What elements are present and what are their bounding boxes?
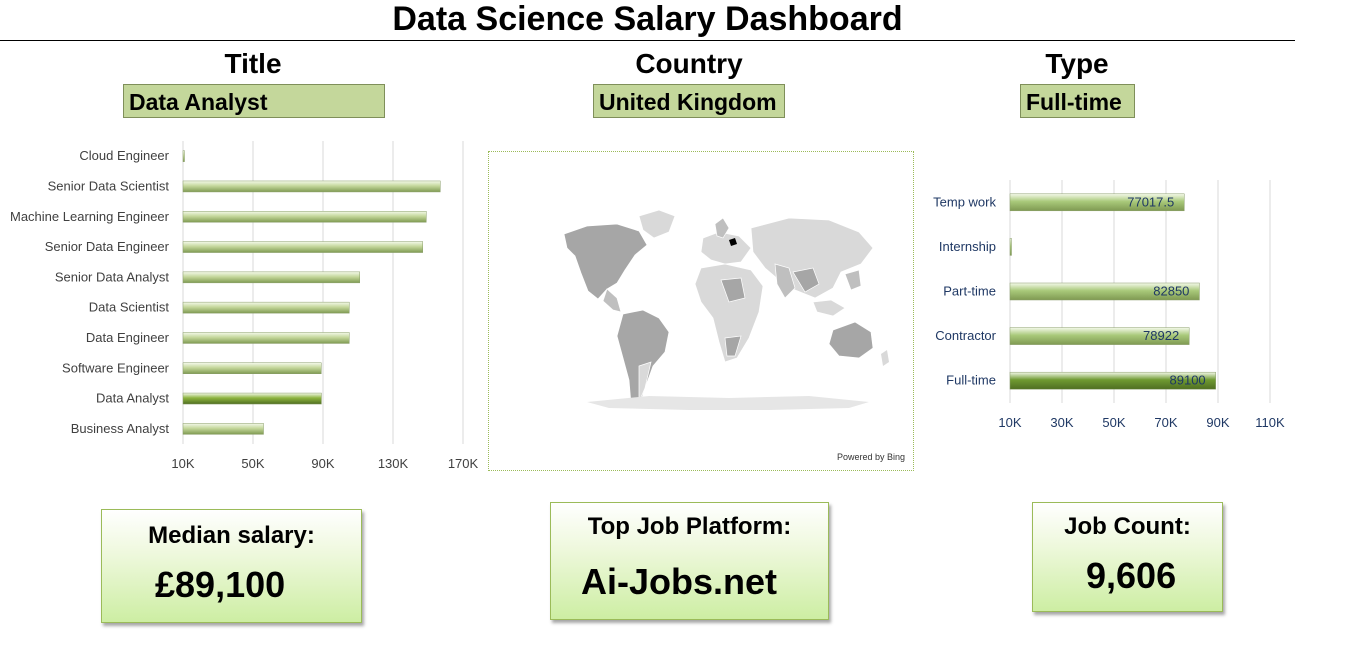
category-label: Contractor: [935, 328, 996, 343]
x-tick-label: 110K: [1255, 415, 1285, 430]
asia-shape: [750, 217, 874, 317]
bar: [1009, 371, 1216, 390]
type-filter-select[interactable]: Full-time: [1020, 84, 1135, 118]
median-salary-value: £89,100: [155, 564, 286, 605]
category-label: Machine Learning Engineer: [10, 209, 170, 224]
median-salary-label: Median salary:: [148, 522, 315, 549]
europe-shape: [700, 217, 752, 265]
type-salary-chart: 10K 30K 50K 70K 90K 110K Temp work 77017.5 Inter…: [933, 180, 1285, 430]
category-label: Full-time: [946, 373, 996, 388]
category-label: Data Scientist: [89, 300, 170, 315]
category-label: Senior Data Scientist: [48, 178, 170, 193]
x-tick-label: 170K: [448, 456, 479, 471]
title-filter-label: Title: [224, 48, 282, 79]
bar: [182, 362, 322, 374]
bar: [1009, 238, 1012, 256]
bar: [182, 423, 264, 435]
bar: [182, 241, 423, 253]
data-label: 78922: [1143, 328, 1179, 343]
bar: [1009, 193, 1185, 212]
world-map: [563, 209, 889, 410]
category-label: Senior Data Engineer: [45, 239, 170, 254]
map-credit: Powered by Bing: [836, 452, 905, 462]
dashboard-title: Data Science Salary Dashboard: [392, 0, 903, 38]
bar: [182, 301, 350, 314]
title-salary-chart: 10K 50K 90K 130K 170K Cloud Engineer Senior Da…: [10, 141, 479, 471]
category-label: Senior Data Analyst: [55, 269, 170, 284]
median-salary-card: Median salary: £89,100: [101, 509, 362, 623]
bar: [1009, 282, 1200, 301]
bar: [182, 180, 441, 193]
x-tick-label: 50K: [1102, 415, 1125, 430]
category-label: Data Engineer: [86, 330, 170, 345]
type-filter-label: Type: [1045, 48, 1109, 79]
category-label: Internship: [939, 239, 996, 254]
data-label: 89100: [1170, 373, 1206, 388]
x-tick-label: 70K: [1154, 415, 1177, 430]
job-count-label: Job Count:: [1064, 513, 1191, 540]
category-label: Business Analyst: [71, 421, 170, 436]
bar: [182, 332, 350, 344]
country-filter-select[interactable]: United Kingdom: [593, 84, 785, 118]
bar: [182, 271, 360, 284]
bar: [182, 392, 322, 405]
x-tick-label: 30K: [1050, 415, 1073, 430]
top-platform-card: Top Job Platform: Ai-Jobs.net: [550, 502, 829, 620]
bar: [182, 211, 427, 223]
australia-shape: [828, 321, 889, 366]
x-tick-label: 90K: [1206, 415, 1229, 430]
title-filter-select[interactable]: Data Analyst: [123, 84, 385, 118]
north-america-shape: [563, 209, 676, 313]
category-label: Cloud Engineer: [79, 148, 169, 163]
x-tick-label: 90K: [311, 456, 334, 471]
data-label: 77017.5: [1127, 194, 1174, 209]
x-tick-label: 130K: [378, 456, 409, 471]
job-count-card: Job Count: 9,606: [1032, 502, 1223, 612]
country-map: Powered by Bing: [488, 151, 914, 471]
bar: [1009, 327, 1190, 345]
africa-shape: [694, 263, 764, 363]
top-platform-label: Top Job Platform:: [587, 513, 792, 540]
x-tick-label: 50K: [241, 456, 264, 471]
category-label: Part-time: [943, 284, 996, 299]
bar: [182, 150, 185, 162]
x-tick-label: 10K: [998, 415, 1021, 430]
top-platform-value: Ai-Jobs.net: [581, 561, 778, 602]
job-count-value: 9,606: [1086, 555, 1177, 596]
south-america-shape: [616, 309, 670, 409]
category-label: Data Analyst: [96, 391, 169, 406]
x-tick-label: 10K: [171, 456, 194, 471]
selected-country-marker: [729, 238, 737, 246]
category-label: Software Engineer: [62, 360, 170, 375]
country-filter-label: Country: [635, 48, 743, 79]
data-label: 82850: [1153, 284, 1189, 299]
category-label: Temp work: [933, 194, 996, 209]
title-underline: [0, 40, 1295, 41]
antarctica-shape: [587, 396, 869, 410]
